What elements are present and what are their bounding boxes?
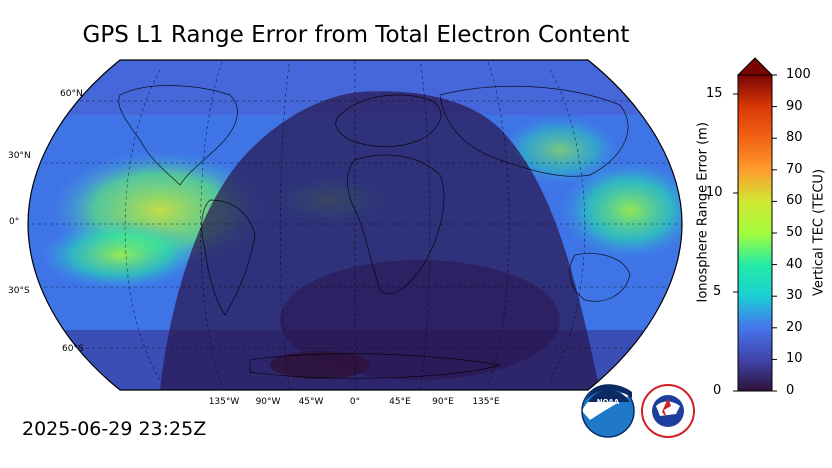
timestamp: 2025-06-29 23:25Z xyxy=(22,418,207,440)
colorbar-right-axis-label: Vertical TEC (TECU) xyxy=(811,168,827,297)
tec-field xyxy=(28,60,682,390)
colorbar-tick-left: 15 xyxy=(706,86,723,101)
colorbar xyxy=(733,57,777,392)
lon-label-45e: 45°E xyxy=(389,397,411,407)
page-title: GPS L1 Range Error from Total Electron C… xyxy=(82,22,630,48)
noaa-logo-text: NOAA xyxy=(597,398,620,406)
lat-label-60n: 60°N xyxy=(60,89,83,99)
colorbar-tick-right: 80 xyxy=(786,130,803,145)
colorbar-tick-right: 100 xyxy=(786,67,811,82)
colorbar-tick-right: 10 xyxy=(786,351,803,366)
colorbar-tick-left: 10 xyxy=(706,185,723,200)
noaa-logo xyxy=(581,384,635,438)
colorbar-tick-left: 0 xyxy=(713,383,722,398)
colorbar-tick-right: 30 xyxy=(786,288,803,303)
lon-label-90w: 90°W xyxy=(255,397,281,407)
lon-label-0: 0° xyxy=(349,397,361,407)
graticule xyxy=(28,60,682,390)
colorbar-tick-right: 60 xyxy=(786,193,803,208)
nws-logo xyxy=(641,384,695,438)
lat-label-30n: 30°N xyxy=(8,151,31,161)
colorbar-tick-right: 90 xyxy=(786,99,803,114)
colorbar-tick-right: 70 xyxy=(786,162,803,177)
colorbar-tick-right: 40 xyxy=(786,257,803,272)
colorbar-tick-left: 5 xyxy=(713,284,722,299)
lon-label-90e: 90°E xyxy=(432,397,454,407)
lon-label-45w: 45°W xyxy=(298,397,324,407)
coastlines xyxy=(118,85,631,379)
colorbar-tick-right: 50 xyxy=(786,225,803,240)
colorbar-left-axis-label: Ionosphere Range Error (m) xyxy=(695,122,711,303)
colorbar-tick-right: 20 xyxy=(786,320,803,335)
lat-label-60s: 60°S xyxy=(62,344,84,354)
lon-label-135w: 135°W xyxy=(208,397,240,407)
globe-outline xyxy=(27,59,683,391)
colorbar-tick-right: 0 xyxy=(786,383,795,398)
colorbar-extend-arrow xyxy=(736,57,774,76)
lon-label-135e: 135°E xyxy=(472,397,500,407)
lat-label-30s: 30°S xyxy=(8,286,30,296)
lat-label-0: 0° xyxy=(9,217,20,227)
night-region xyxy=(160,91,600,390)
